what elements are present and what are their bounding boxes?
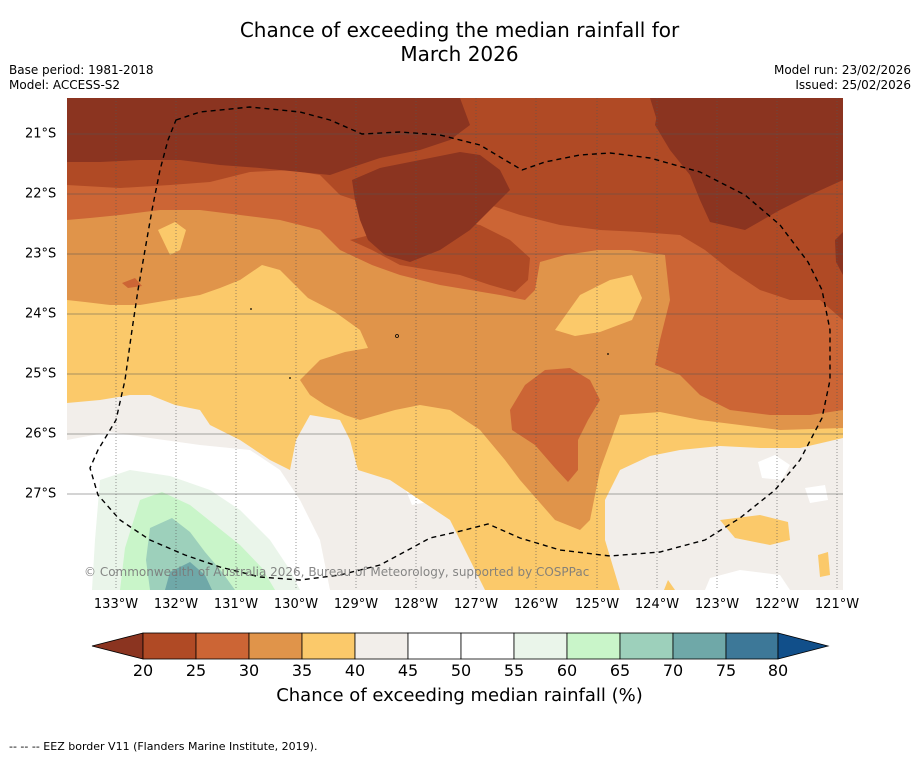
map-field xyxy=(67,98,843,590)
map-title: Chance of exceeding the median rainfall … xyxy=(0,18,919,66)
band-below-20-centre xyxy=(352,152,510,262)
issued-date: Issued: 25/02/2026 xyxy=(795,78,911,92)
colorbar-above-80 xyxy=(777,632,830,660)
colorbar-20-25 xyxy=(142,632,197,660)
colorbar-tick: 30 xyxy=(238,661,260,680)
colorbar-tick: 25 xyxy=(185,661,207,680)
lon-label: 121°W xyxy=(814,597,860,612)
meta-right: Model run: 23/02/2026 Issued: 25/02/2026 xyxy=(774,63,911,93)
copyright-notice: © Commonwealth of Australia 2026, Bureau… xyxy=(84,565,590,579)
colorbar-tick: 40 xyxy=(344,661,366,680)
lon-label: 129°W xyxy=(333,597,379,612)
colorbar-tick: 80 xyxy=(767,661,789,680)
lon-label: 131°W xyxy=(213,597,259,612)
band-25-30-patch-2 xyxy=(122,278,142,288)
title-line-1: Chance of exceeding the median rainfall … xyxy=(239,18,680,42)
lon-label: 122°W xyxy=(754,597,800,612)
lon-label: 132°W xyxy=(153,597,199,612)
band-65-70 xyxy=(146,518,235,590)
model-run: Model run: 23/02/2026 xyxy=(773,63,911,77)
lat-label: 25°S xyxy=(25,366,57,382)
meta-left: Base period: 1981-2018 Model: ACCESS-S2 xyxy=(9,63,154,93)
lat-label: 21°S xyxy=(25,126,57,142)
colorbar-45-50 xyxy=(407,632,462,660)
band-45-55-patch-4 xyxy=(705,570,790,590)
colorbar-35-40 xyxy=(301,632,356,660)
lon-label: 127°W xyxy=(453,597,499,612)
eez-border xyxy=(89,106,831,581)
band-below-20-northwest xyxy=(67,98,470,175)
colorbar-tick: 45 xyxy=(397,661,419,680)
colorbar-tick: 50 xyxy=(450,661,472,680)
colorbar-tick: 70 xyxy=(662,661,684,680)
colorbar-70-75 xyxy=(672,632,727,660)
band-45-55-patch-2 xyxy=(758,455,790,480)
lat-label: 22°S xyxy=(25,186,57,202)
colorbar xyxy=(91,632,830,660)
island-markers xyxy=(250,308,609,379)
colorbar-tick: 65 xyxy=(609,661,631,680)
lon-label: 133°W xyxy=(93,597,139,612)
lon-label: 123°W xyxy=(694,597,740,612)
colorbar-tick: 60 xyxy=(556,661,578,680)
lon-label: 128°W xyxy=(393,597,439,612)
band-35-40-patch-3 xyxy=(664,580,675,590)
colorbar-tick: 20 xyxy=(132,661,154,680)
colorbar-65-70 xyxy=(619,632,674,660)
colorbar-40-45 xyxy=(354,632,409,660)
colorbar-75-80 xyxy=(725,632,779,660)
band-35-40-inclusion-2 xyxy=(158,222,186,255)
lat-label: 24°S xyxy=(25,306,57,322)
band-25-30-patch-1 xyxy=(510,368,600,482)
lon-label: 124°W xyxy=(634,597,680,612)
colorbar-30-35 xyxy=(248,632,303,660)
lat-label: 23°S xyxy=(25,246,57,262)
eez-legend-note: -- -- -- EEZ border V11 (Flanders Marine… xyxy=(9,740,318,753)
graticule-lat xyxy=(67,133,843,495)
colorbar-55-60 xyxy=(513,632,568,660)
colorbar-50-55 xyxy=(460,632,515,660)
colorbar-tick: 55 xyxy=(503,661,525,680)
lon-label: 126°W xyxy=(513,597,559,612)
band-70-75 xyxy=(165,562,212,590)
colorbar-tick: 75 xyxy=(715,661,737,680)
lon-label: 130°W xyxy=(273,597,319,612)
base-period: Base period: 1981-2018 xyxy=(9,63,154,77)
colorbar-below-20 xyxy=(91,632,144,660)
title-line-2: March 2026 xyxy=(400,42,519,66)
lat-label: 27°S xyxy=(25,486,57,502)
lon-label: 125°W xyxy=(574,597,620,612)
colorbar-25-30 xyxy=(195,632,250,660)
band-below-20-northeast xyxy=(655,98,843,230)
band-35-40-patch-2 xyxy=(818,552,830,577)
colorbar-tick: 35 xyxy=(291,661,313,680)
colorbar-title: Chance of exceeding median rainfall (%) xyxy=(276,685,643,706)
model-name: Model: ACCESS-S2 xyxy=(9,78,121,92)
band-35-40-inclusion-1 xyxy=(555,275,642,336)
lat-label: 26°S xyxy=(25,426,57,442)
band-35-40-patch-1 xyxy=(720,515,790,545)
colorbar-60-65 xyxy=(566,632,621,660)
